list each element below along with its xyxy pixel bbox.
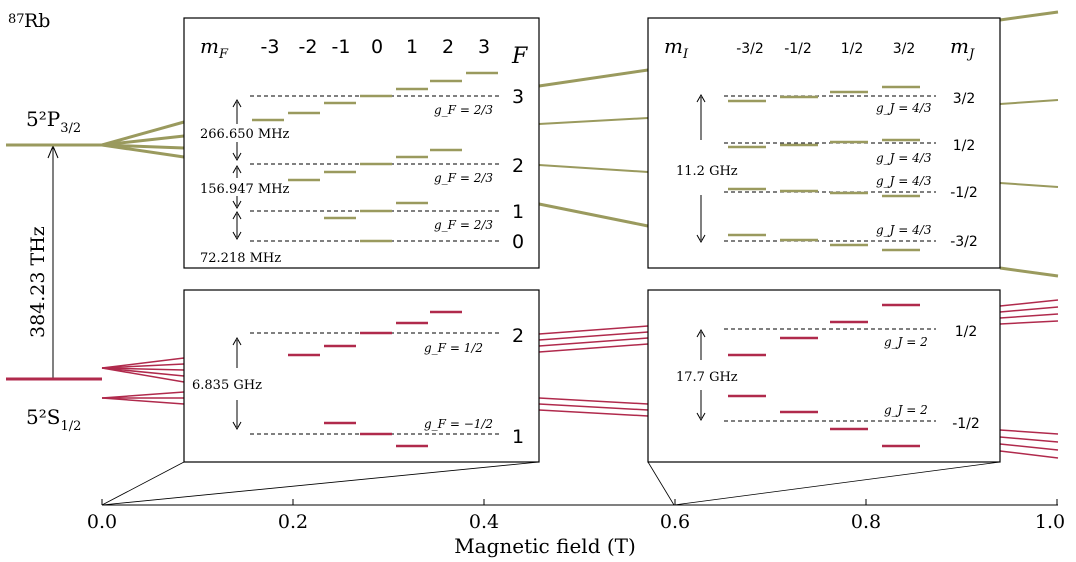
paschen-back-ground-box: 1/2 -1/2 g_J = 2 g_J = 2 17.7 GHz <box>647 289 1001 463</box>
x-axis: 0.0 0.2 0.4 0.6 0.8 1.0 Magnetic field (… <box>87 499 1065 558</box>
x-tick-label: 0.2 <box>278 511 308 533</box>
x-tick-label: 1.0 <box>1035 511 1065 533</box>
pb-ground-sublevels <box>728 303 920 448</box>
s-fan-lines <box>101 357 185 405</box>
excited-strong-field-lines <box>999 10 1059 278</box>
pb-ground-dashed-levels <box>724 328 936 422</box>
mJ-value: -1/2 <box>952 416 980 432</box>
mJ-values: 1/2 -1/2 <box>952 324 980 432</box>
splitting-label: 266.650 MHz <box>200 127 290 142</box>
p-fan-lines <box>101 120 185 159</box>
gJ-label: g_J = 4/3 <box>876 223 932 237</box>
hf-ground-splitting-arrow <box>232 336 242 431</box>
mI-value: -3/2 <box>736 41 764 57</box>
x-axis-label: Magnetic field (T) <box>454 534 636 558</box>
mJ-value: 3/2 <box>953 91 976 107</box>
splitting-label: 6.835 GHz <box>192 378 262 393</box>
mF-value: 1 <box>406 36 418 58</box>
splitting-label: 72.218 MHz <box>200 251 281 266</box>
F-value: 2 <box>512 325 524 347</box>
hyperfine-ground-box: 2 1 g_F = 1/2 g_F = −1/2 6.835 GHz <box>183 289 540 463</box>
gF-label: g_F = 2/3 <box>434 171 493 185</box>
isotope-mass-number: 87 <box>8 12 25 27</box>
gF-label: g_F = 1/2 <box>424 341 483 355</box>
pb-excited-sublevels <box>728 85 920 252</box>
gJ-label: g_J = 4/3 <box>876 151 932 165</box>
F-value: 2 <box>512 155 524 177</box>
gJ-label: g_J = 4/3 <box>876 174 932 188</box>
hf-excited-splitting-arrows <box>232 98 242 241</box>
splitting-label: 11.2 GHz <box>676 164 738 179</box>
gF-label: g_F = 2/3 <box>434 218 493 232</box>
ground-connector-lines <box>538 325 649 417</box>
pb-ground-splitting-arrow <box>696 328 706 422</box>
x-tick-label: 0.8 <box>851 511 881 533</box>
excited-connector-lines <box>538 68 649 228</box>
mI-values: -3/2 -1/2 1/2 3/2 <box>736 41 915 57</box>
F-value: 0 <box>512 231 524 253</box>
mI-header: mI <box>664 34 689 62</box>
gJ-label: g_J = 4/3 <box>876 101 932 115</box>
isotope-symbol: Rb <box>24 10 50 32</box>
mJ-values: 3/2 1/2 -1/2 -3/2 <box>950 91 978 250</box>
hyperfine-excited-box: mF F -3 -2 -1 0 1 2 3 3 2 1 0 <box>183 17 540 269</box>
F-header: F <box>511 44 528 69</box>
F-value: 1 <box>512 426 524 448</box>
hf-excited-sublevels <box>252 71 498 243</box>
mF-value: 3 <box>478 36 490 58</box>
mI-value: 3/2 <box>893 41 916 57</box>
gF-label: g_F = −1/2 <box>424 417 493 431</box>
mJ-value: -3/2 <box>950 234 978 250</box>
splitting-label: 156.947 MHz <box>200 182 290 197</box>
mF-value: 0 <box>371 36 383 58</box>
zoom-funnel-lines <box>101 461 1001 506</box>
F-value: 3 <box>512 86 524 108</box>
mF-value: -2 <box>299 36 318 58</box>
s-state-label: 5²S1/2 <box>26 405 81 434</box>
mJ-value: -1/2 <box>950 185 978 201</box>
mF-header: mF <box>200 34 229 62</box>
splitting-label: 17.7 GHz <box>676 370 738 385</box>
mF-value: 2 <box>442 36 454 58</box>
x-tick-label: 0.0 <box>87 511 117 533</box>
pb-excited-splitting-arrow <box>696 93 706 244</box>
mF-value: -3 <box>261 36 280 58</box>
x-tick-label: 0.6 <box>660 511 690 533</box>
mJ-header: mJ <box>950 34 975 62</box>
mJ-value: 1/2 <box>955 324 978 340</box>
mF-value: -1 <box>332 36 351 58</box>
mJ-value: 1/2 <box>953 138 976 154</box>
hf-ground-sublevels <box>288 310 462 448</box>
paschen-back-excited-box: mI mJ -3/2 -1/2 1/2 3/2 <box>647 17 1001 269</box>
x-tick-label: 0.4 <box>469 511 499 533</box>
mI-value: 1/2 <box>841 41 864 57</box>
gJ-label: g_J = 2 <box>884 335 928 349</box>
p-state-label: 5²P3/2 <box>26 107 81 136</box>
gJ-label: g_J = 2 <box>884 403 928 417</box>
ground-strong-field-lines <box>999 299 1059 459</box>
mI-value: -1/2 <box>784 41 812 57</box>
gF-label: g_F = 2/3 <box>434 103 493 117</box>
F-value: 1 <box>512 201 524 223</box>
optical-frequency-label: 384.23 THz <box>27 226 49 338</box>
